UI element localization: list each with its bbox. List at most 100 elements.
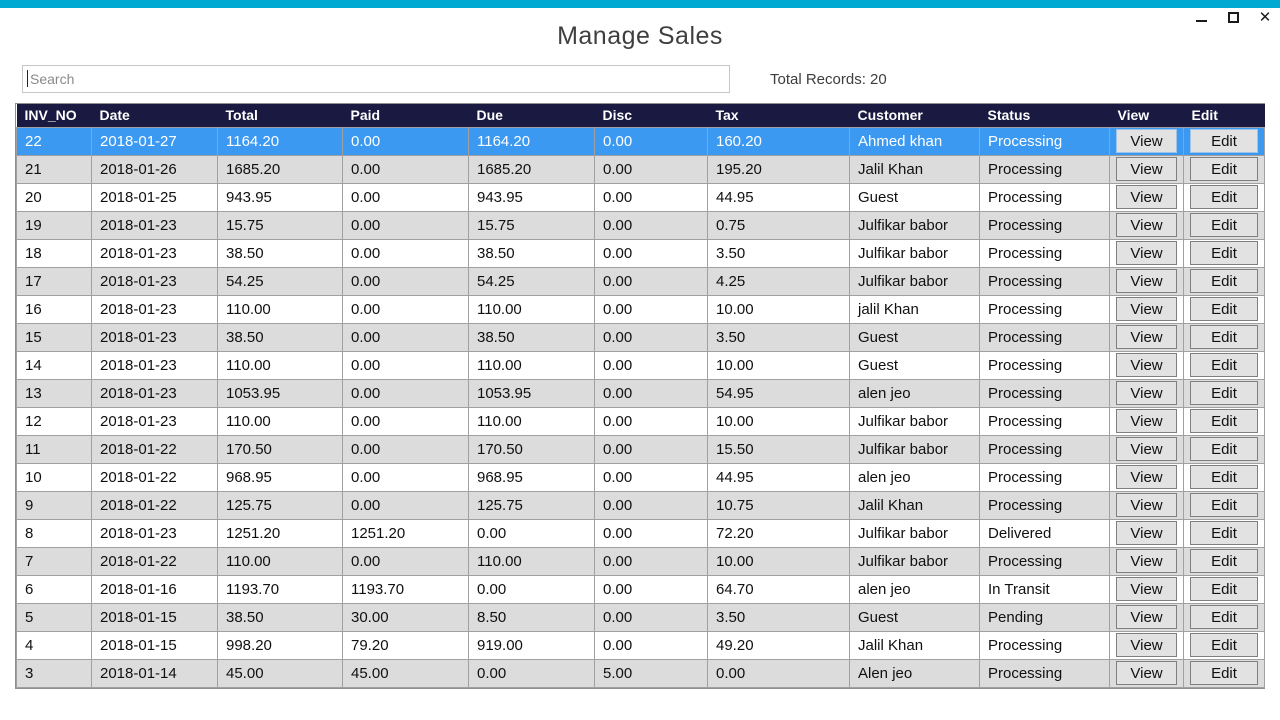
edit-button[interactable]: Edit (1190, 437, 1258, 461)
cell-view: View (1109, 630, 1184, 660)
cell-status: Processing (979, 490, 1110, 520)
column-header-status[interactable]: Status (979, 104, 1110, 127)
table-row[interactable]: 13 2018-01-23 1053.95 0.00 1053.95 0.00 … (16, 378, 1265, 408)
edit-button[interactable]: Edit (1190, 521, 1258, 545)
cell-status: Processing (979, 378, 1110, 408)
column-header-date[interactable]: Date (91, 104, 218, 127)
edit-button[interactable]: Edit (1190, 549, 1258, 573)
minimize-button[interactable] (1192, 8, 1210, 26)
view-button[interactable]: View (1116, 297, 1177, 321)
column-header-inv_no[interactable]: INV_NO (16, 104, 92, 127)
cell-paid: 0.00 (342, 546, 469, 576)
table-row[interactable]: 4 2018-01-15 998.20 79.20 919.00 0.00 49… (16, 630, 1265, 660)
cell-due: 1685.20 (468, 154, 595, 184)
cell-due: 8.50 (468, 602, 595, 632)
view-button[interactable]: View (1116, 633, 1177, 657)
cell-view: View (1109, 434, 1184, 464)
table-row[interactable]: 7 2018-01-22 110.00 0.00 110.00 0.00 10.… (16, 546, 1265, 576)
table-row[interactable]: 20 2018-01-25 943.95 0.00 943.95 0.00 44… (16, 182, 1265, 212)
maximize-button[interactable] (1224, 8, 1242, 26)
edit-button[interactable]: Edit (1190, 325, 1258, 349)
cell-paid: 0.00 (342, 406, 469, 436)
table-row[interactable]: 17 2018-01-23 54.25 0.00 54.25 0.00 4.25… (16, 266, 1265, 296)
edit-button[interactable]: Edit (1190, 353, 1258, 377)
table-row[interactable]: 12 2018-01-23 110.00 0.00 110.00 0.00 10… (16, 406, 1265, 436)
view-button[interactable]: View (1116, 325, 1177, 349)
view-button[interactable]: View (1116, 269, 1177, 293)
close-button[interactable]: ✕ (1256, 8, 1274, 26)
column-header-tax[interactable]: Tax (707, 104, 850, 127)
view-button[interactable]: View (1116, 577, 1177, 601)
view-button[interactable]: View (1116, 605, 1177, 629)
cell-edit: Edit (1183, 182, 1265, 212)
cell-inv-no: 13 (16, 378, 92, 408)
view-button[interactable]: View (1116, 381, 1177, 405)
cell-date: 2018-01-23 (91, 378, 218, 408)
cell-paid: 0.00 (342, 238, 469, 268)
table-row[interactable]: 8 2018-01-23 1251.20 1251.20 0.00 0.00 7… (16, 518, 1265, 548)
search-input[interactable] (22, 65, 730, 93)
view-button[interactable]: View (1116, 437, 1177, 461)
edit-button[interactable]: Edit (1190, 577, 1258, 601)
cell-tax: 49.20 (707, 630, 850, 660)
table-row[interactable]: 18 2018-01-23 38.50 0.00 38.50 0.00 3.50… (16, 238, 1265, 268)
table-row[interactable]: 9 2018-01-22 125.75 0.00 125.75 0.00 10.… (16, 490, 1265, 520)
edit-button[interactable]: Edit (1190, 269, 1258, 293)
view-button[interactable]: View (1116, 465, 1177, 489)
table-row[interactable]: 3 2018-01-14 45.00 45.00 0.00 5.00 0.00 … (16, 658, 1265, 688)
column-header-total[interactable]: Total (217, 104, 343, 127)
edit-button[interactable]: Edit (1190, 213, 1258, 237)
view-button[interactable]: View (1116, 549, 1177, 573)
table-row[interactable]: 14 2018-01-23 110.00 0.00 110.00 0.00 10… (16, 350, 1265, 380)
cell-paid: 0.00 (342, 266, 469, 296)
edit-button[interactable]: Edit (1190, 409, 1258, 433)
cell-inv-no: 16 (16, 294, 92, 324)
table-row[interactable]: 15 2018-01-23 38.50 0.00 38.50 0.00 3.50… (16, 322, 1265, 352)
cell-date: 2018-01-23 (91, 322, 218, 352)
cell-customer: Guest (849, 350, 980, 380)
edit-button[interactable]: Edit (1190, 493, 1258, 517)
table-row[interactable]: 6 2018-01-16 1193.70 1193.70 0.00 0.00 6… (16, 574, 1265, 604)
table-row[interactable]: 11 2018-01-22 170.50 0.00 170.50 0.00 15… (16, 434, 1265, 464)
edit-button[interactable]: Edit (1190, 297, 1258, 321)
table-row[interactable]: 10 2018-01-22 968.95 0.00 968.95 0.00 44… (16, 462, 1265, 492)
table-row[interactable]: 21 2018-01-26 1685.20 0.00 1685.20 0.00 … (16, 154, 1265, 184)
table-row[interactable]: 22 2018-01-27 1164.20 0.00 1164.20 0.00 … (16, 126, 1265, 156)
view-button[interactable]: View (1116, 493, 1177, 517)
view-button[interactable]: View (1116, 661, 1177, 685)
view-button[interactable]: View (1116, 213, 1177, 237)
table-row[interactable]: 5 2018-01-15 38.50 30.00 8.50 0.00 3.50 … (16, 602, 1265, 632)
edit-button[interactable]: Edit (1190, 241, 1258, 265)
column-header-view[interactable]: View (1109, 104, 1184, 127)
cell-customer: Julfikar babor (849, 210, 980, 240)
edit-button[interactable]: Edit (1190, 661, 1258, 685)
table-row[interactable]: 19 2018-01-23 15.75 0.00 15.75 0.00 0.75… (16, 210, 1265, 240)
column-header-customer[interactable]: Customer (849, 104, 980, 127)
edit-button[interactable]: Edit (1190, 465, 1258, 489)
edit-button[interactable]: Edit (1190, 381, 1258, 405)
cell-disc: 0.00 (594, 322, 708, 352)
cell-disc: 0.00 (594, 462, 708, 492)
view-button[interactable]: View (1116, 129, 1177, 153)
column-header-disc[interactable]: Disc (594, 104, 708, 127)
edit-button[interactable]: Edit (1190, 605, 1258, 629)
edit-button[interactable]: Edit (1190, 129, 1258, 153)
view-button[interactable]: View (1116, 157, 1177, 181)
column-header-due[interactable]: Due (468, 104, 595, 127)
edit-button[interactable]: Edit (1190, 157, 1258, 181)
cell-status: Processing (979, 238, 1110, 268)
view-button[interactable]: View (1116, 521, 1177, 545)
cell-tax: 15.50 (707, 434, 850, 464)
view-button[interactable]: View (1116, 409, 1177, 433)
view-button[interactable]: View (1116, 241, 1177, 265)
view-button[interactable]: View (1116, 353, 1177, 377)
edit-button[interactable]: Edit (1190, 185, 1258, 209)
edit-button[interactable]: Edit (1190, 633, 1258, 657)
cell-tax: 72.20 (707, 518, 850, 548)
cell-disc: 0.00 (594, 210, 708, 240)
cell-date: 2018-01-27 (91, 126, 218, 156)
column-header-edit[interactable]: Edit (1183, 104, 1265, 127)
column-header-paid[interactable]: Paid (342, 104, 469, 127)
view-button[interactable]: View (1116, 185, 1177, 209)
table-row[interactable]: 16 2018-01-23 110.00 0.00 110.00 0.00 10… (16, 294, 1265, 324)
